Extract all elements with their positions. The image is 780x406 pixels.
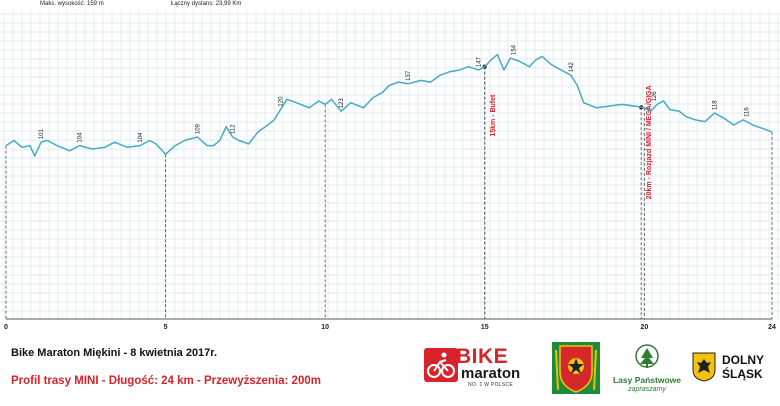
elevation-point-label: 123 <box>339 98 345 109</box>
x-tick-label: 24 <box>768 324 776 331</box>
marker-label: 20km - Rozjazd MINI / MEGA/GIGA <box>646 85 653 199</box>
route-profile-subtitle: Profil trasy MINI - Długość: 24 km - Prz… <box>11 375 321 387</box>
elevation-point-label: 154 <box>511 44 517 55</box>
elevation-point-label: 120 <box>278 96 284 107</box>
footer: Bike Maraton Miękini - 8 kwietnia 2017r.… <box>0 334 780 406</box>
bike-logo-word: BIKE <box>456 345 509 368</box>
lasy-logo-name: Lasy Państwowe <box>612 375 682 385</box>
eagle-shield-icon <box>692 352 716 382</box>
elevation-point-label: 137 <box>406 70 412 81</box>
dolny-slask-logo: DOLNY ŚLĄSK <box>692 348 778 388</box>
x-tick-label: 15 <box>481 324 489 331</box>
ds-logo-line1: DOLNY <box>722 353 764 367</box>
municipal-crest-icon <box>552 342 600 394</box>
elevation-point-label: 116 <box>744 107 750 117</box>
elevation-point-label: 126 <box>652 91 658 102</box>
total-distance-text: Łączny dystans: 23,99 Km <box>171 1 242 7</box>
elevation-point-label: 142 <box>569 62 575 73</box>
x-tick-label: 5 <box>164 324 168 331</box>
max-elevation-text: Maks. wysokość: 159 m <box>40 1 104 7</box>
elevation-point-label: 109 <box>196 123 202 134</box>
x-tick-label: 20 <box>640 324 648 331</box>
elevation-point-label: 118 <box>713 100 719 110</box>
maraton-logo-word: maraton <box>461 365 521 382</box>
lasy-panstwowe-logo: Lasy Państwowe zapraszamy <box>608 344 686 396</box>
elevation-point-label: 112 <box>231 124 237 134</box>
elevation-profile-line <box>5 53 773 157</box>
event-title: Bike Maraton Miękini - 8 kwietnia 2017r. <box>11 347 218 359</box>
x-tick-label: 0 <box>4 324 8 331</box>
elevation-point-label: 147 <box>476 56 482 67</box>
tree-icon <box>635 344 659 368</box>
bike-maraton-logo: BIKE maraton NO. 1 W POLSCE <box>424 345 538 392</box>
ds-logo-line2: ŚLĄSK <box>722 367 763 381</box>
bike-logo-tagline: NO. 1 W POLSCE <box>468 382 514 388</box>
x-tick-label: 10 <box>321 324 329 331</box>
elevation-point-label: 101 <box>39 129 45 140</box>
lasy-logo-tagline: zapraszamy <box>628 386 666 393</box>
marker-label: 15km - Bufet <box>490 94 497 137</box>
cyclist-icon <box>424 348 458 382</box>
elevation-chart-svg: 0 5 10 15 20 24 15km - Bufet 20km - Rozjazd MIN… <box>0 10 780 331</box>
elevation-point-label: 104 <box>138 132 144 143</box>
elevation-point-label: 104 <box>77 132 83 143</box>
elevation-chart: 0 5 10 15 20 24 15km - Bufet 20km - Rozjazd MIN… <box>0 1 780 331</box>
